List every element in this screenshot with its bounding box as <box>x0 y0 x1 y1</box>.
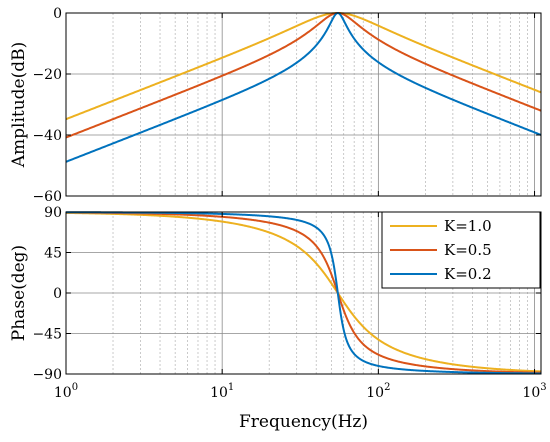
amplitude-curve-K=0.2 <box>65 12 542 163</box>
amplitude-frame <box>65 12 542 197</box>
x-tick-exponent: 1 <box>228 382 234 393</box>
legend-label: K=1.0 <box>444 217 492 235</box>
x-tick-exponent: 3 <box>540 382 546 393</box>
phase-curve-K=0.2 <box>66 211 541 375</box>
amplitude-y-ticks: 0 −20 −40 −60 <box>32 6 541 205</box>
amplitude-panel: 0 −20 −40 −60 Amplitude(dB) <box>9 6 542 205</box>
y-tick-label: −60 <box>32 189 62 205</box>
y-tick-label: 0 <box>53 286 62 302</box>
amplitude-grid <box>66 13 541 196</box>
x-tick-label: 101 <box>210 382 234 401</box>
y-tick-label: −20 <box>32 67 62 83</box>
x-tick-base: 10 <box>210 385 228 401</box>
y-tick-label: −40 <box>32 128 62 144</box>
x-tick-label: 103 <box>522 382 546 401</box>
x-tick-base: 10 <box>522 385 540 401</box>
y-tick-label: −45 <box>32 327 62 343</box>
phase-curves <box>65 211 542 375</box>
phase-curve-K=1.0 <box>65 211 542 373</box>
amplitude-curve-K=1.0 <box>65 12 542 121</box>
frequency-x-label: Frequency(Hz) <box>239 412 368 432</box>
phase-grid <box>66 212 541 374</box>
y-tick-label: 45 <box>44 246 62 262</box>
legend-label: K=0.2 <box>444 265 492 283</box>
x-tick-label: 102 <box>366 382 390 401</box>
phase-y-label: Phase(deg) <box>9 245 29 341</box>
phase-y-ticks: 90 45 0 −45 −90 <box>32 205 541 383</box>
y-tick-label: −90 <box>32 367 62 383</box>
y-tick-label: 90 <box>44 205 62 221</box>
phase-x-ticks: 100 101 102 103 <box>54 13 547 401</box>
amplitude-curve-K=0.5 <box>65 11 542 139</box>
x-tick-base: 10 <box>54 385 72 401</box>
x-tick-label: 100 <box>54 382 78 401</box>
legend-label: K=0.5 <box>444 241 492 259</box>
x-tick-base: 10 <box>366 385 384 401</box>
x-tick-exponent: 2 <box>384 382 390 393</box>
amplitude-y-label: Amplitude(dB) <box>9 42 29 169</box>
legend: K=1.0 K=0.5 K=0.2 <box>381 211 541 289</box>
amplitude-curves <box>65 11 542 163</box>
x-tick-exponent: 0 <box>72 382 78 393</box>
y-tick-label: 0 <box>53 6 62 22</box>
